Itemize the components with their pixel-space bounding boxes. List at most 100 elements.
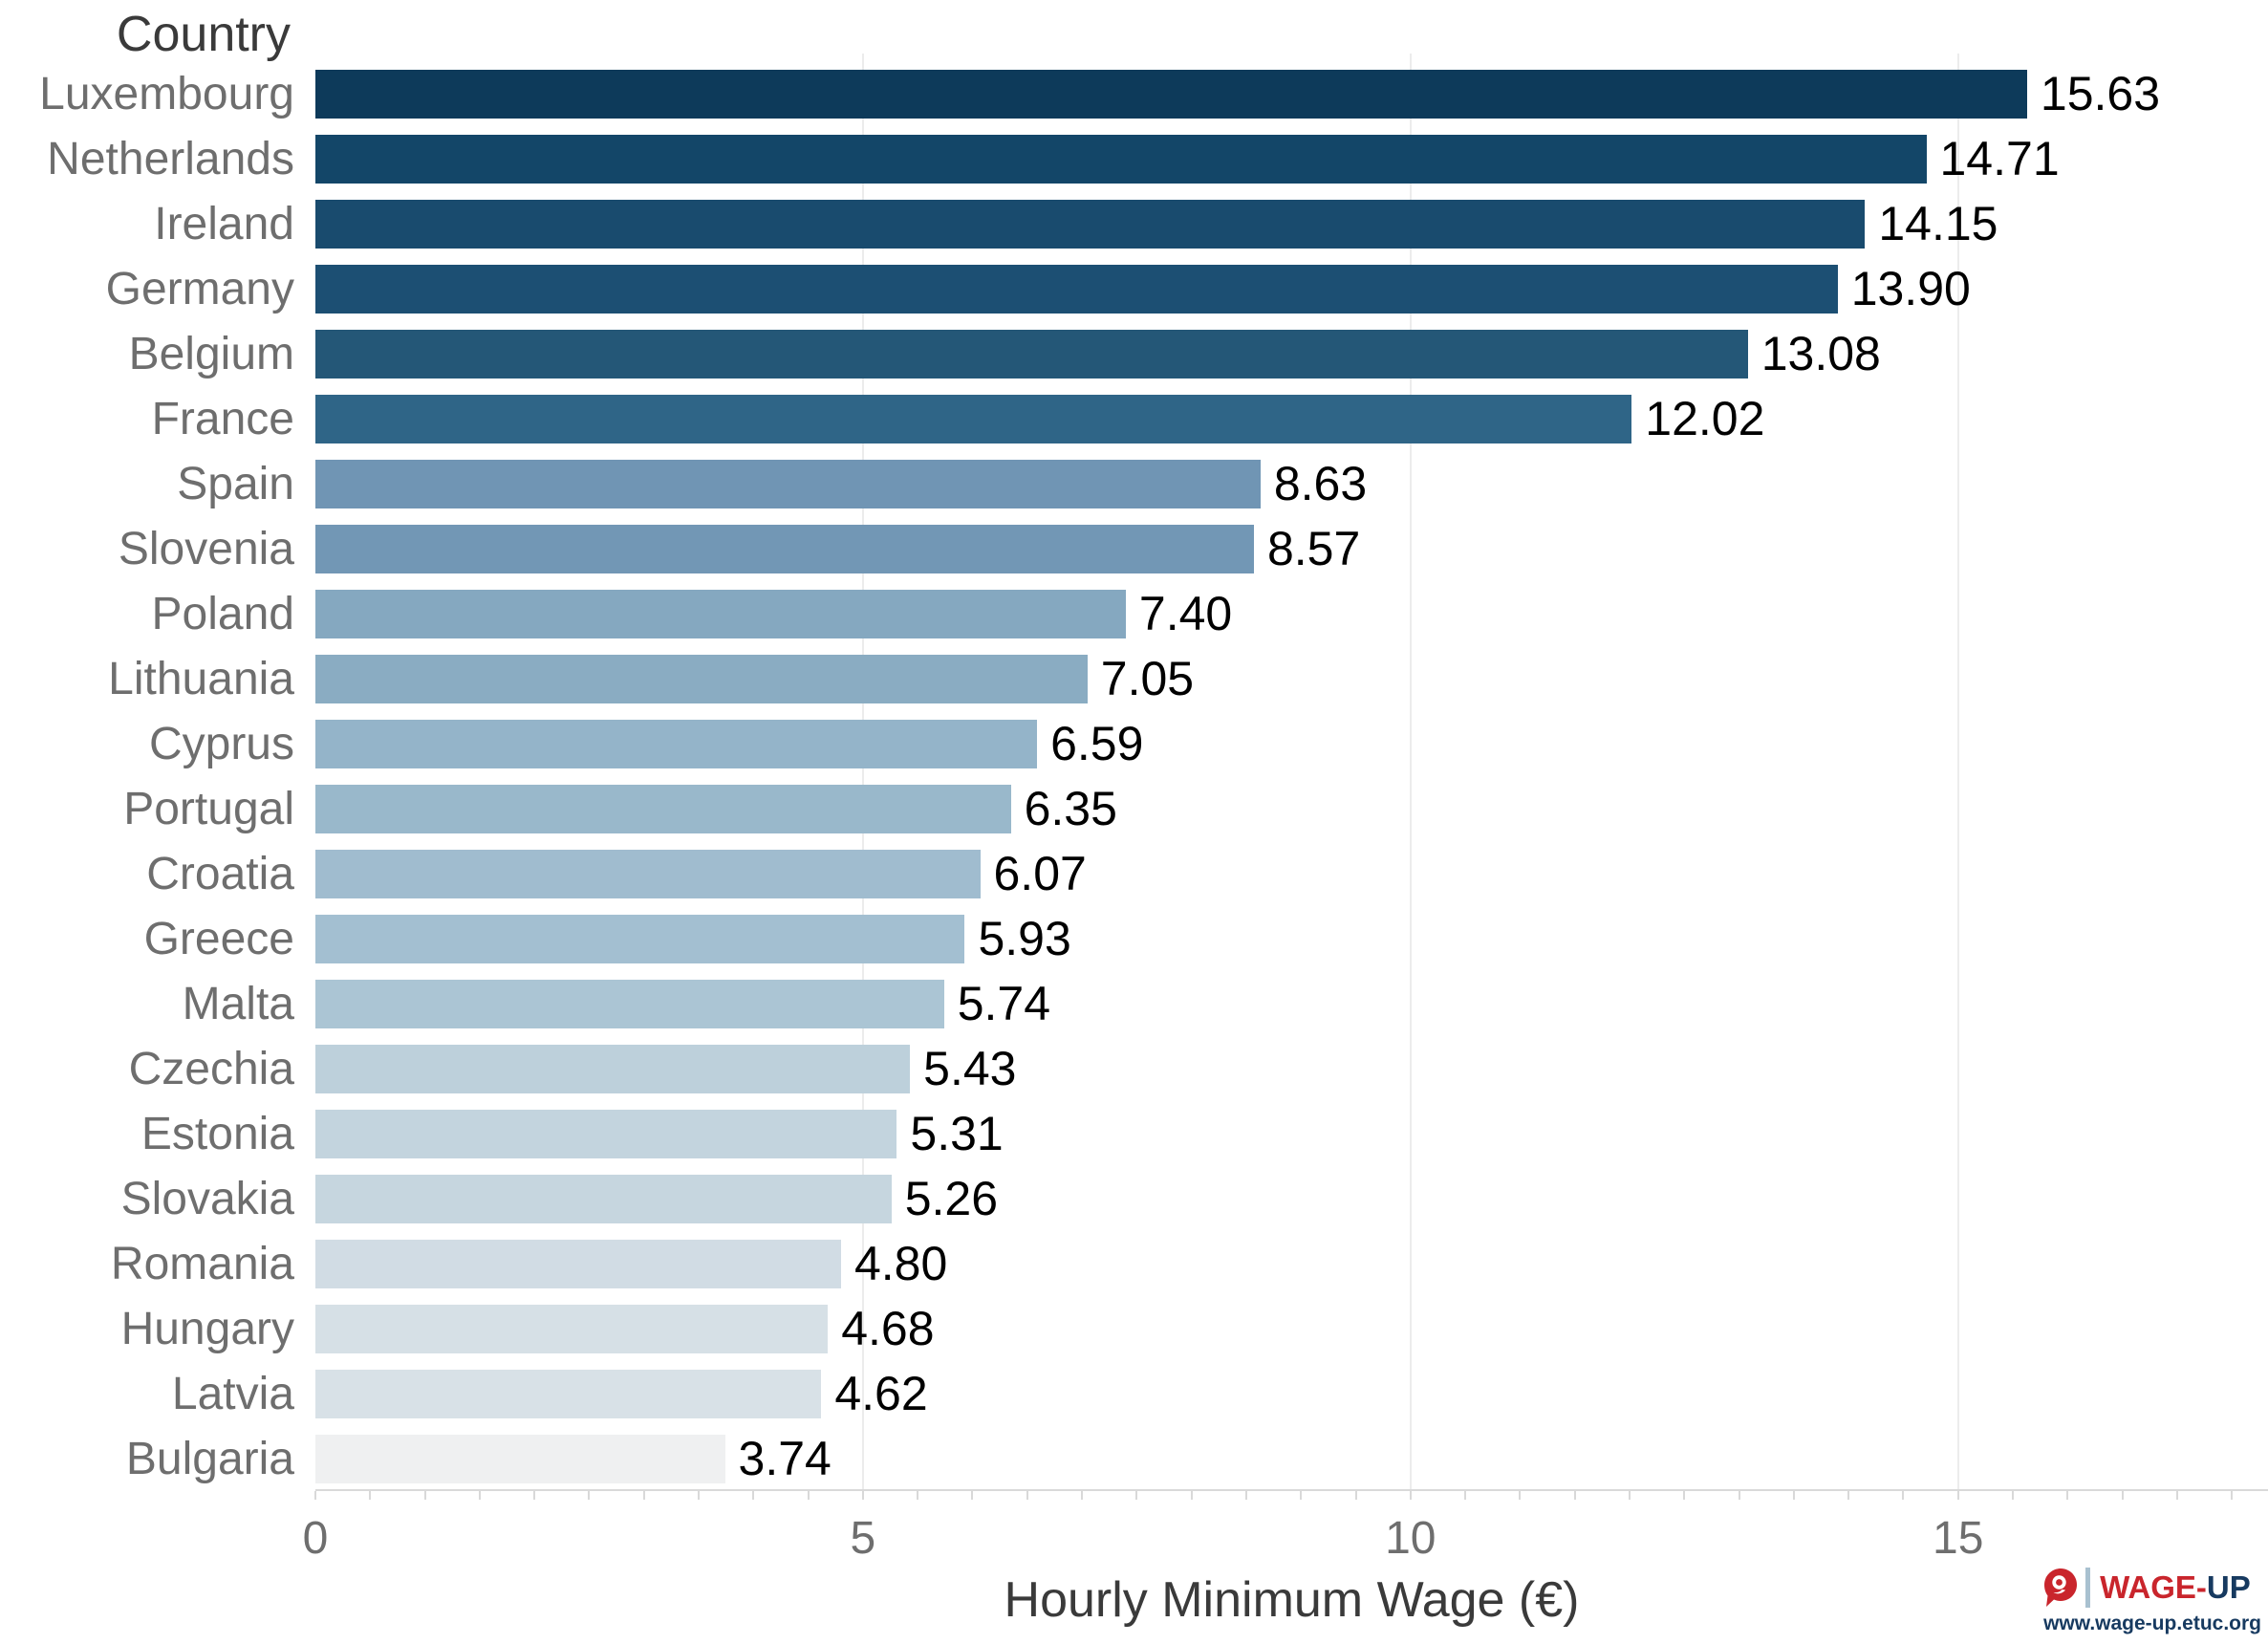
category-label: Malta: [182, 978, 294, 1029]
bar: [315, 394, 1632, 443]
category-label: Spain: [177, 458, 294, 509]
bar: [315, 784, 1011, 833]
x-axis-minor-tick: [1573, 1491, 1576, 1500]
bar: [315, 329, 1748, 379]
bar-row-romania: Romania 4.80: [0, 1231, 2268, 1296]
x-axis-minor-tick: [314, 1491, 316, 1500]
bar-value-label: 8.57: [1266, 522, 1361, 575]
bar-row-belgium: Belgium 13.08: [0, 321, 2268, 386]
category-label: Bulgaria: [125, 1433, 294, 1484]
x-axis-minor-tick: [478, 1491, 481, 1500]
category-label: Belgium: [128, 328, 294, 379]
category-label: Romania: [110, 1238, 294, 1289]
bar: [315, 979, 944, 1028]
bar-track: 15.63: [315, 61, 2268, 126]
x-axis-minor-tick: [2175, 1491, 2178, 1500]
bar: [315, 654, 1088, 703]
x-axis-minor-tick: [971, 1491, 974, 1500]
bar-track: 6.59: [315, 711, 2268, 776]
bar-row-greece: Greece 5.93: [0, 906, 2268, 971]
bar-value-label: 7.05: [1100, 652, 1195, 705]
x-axis-minor-tick: [1628, 1491, 1631, 1500]
category-label: Croatia: [146, 848, 294, 899]
x-axis-line: [315, 1489, 2268, 1491]
bar-value-label: 12.02: [1645, 392, 1765, 445]
x-axis-minor-tick: [807, 1491, 810, 1500]
bar-row-poland: Poland 7.40: [0, 581, 2268, 646]
bar: [315, 1434, 725, 1483]
bar-row-spain: Spain 8.63: [0, 451, 2268, 516]
bar-value-label: 4.80: [853, 1237, 948, 1290]
category-label: Slovakia: [120, 1173, 294, 1224]
bar: [315, 524, 1254, 573]
bar: [315, 1369, 822, 1418]
logo-separator: [2085, 1568, 2091, 1608]
x-axis-minor-tick: [369, 1491, 372, 1500]
gridline-x-10: [1409, 54, 1412, 1489]
x-axis-minor-tick: [1738, 1491, 1740, 1500]
wage-up-url[interactable]: www.wage-up.etuc.org: [2043, 1612, 2261, 1634]
bar-track: 14.71: [315, 126, 2268, 191]
bar-value-label: 6.07: [993, 847, 1087, 900]
bar-value-label: 6.59: [1050, 717, 1144, 770]
bar-track: 5.93: [315, 906, 2268, 971]
category-label: Portugal: [123, 783, 294, 834]
bar: [315, 264, 1838, 314]
x-axis-minor-tick: [2121, 1491, 2124, 1500]
category-label: Cyprus: [148, 718, 294, 769]
x-axis-minor-tick: [423, 1491, 426, 1500]
bar-row-slovakia: Slovakia 5.26: [0, 1166, 2268, 1231]
bar-value-label: 7.40: [1138, 587, 1233, 640]
bar-value-label: 5.26: [904, 1172, 999, 1225]
x-axis-minor-tick: [1519, 1491, 1522, 1500]
bar-value-label: 14.15: [1878, 197, 1998, 250]
bar-track: 12.02: [315, 386, 2268, 451]
x-axis-title: Hourly Minimum Wage (€): [1004, 1572, 1580, 1628]
bar-value-label: 14.71: [1939, 132, 2060, 185]
x-axis-minor-tick: [1902, 1491, 1905, 1500]
bar-track: 4.68: [315, 1296, 2268, 1361]
category-label: Latvia: [171, 1368, 294, 1419]
bar-value-label: 15.63: [2040, 67, 2161, 120]
bar-track: 4.62: [315, 1361, 2268, 1426]
category-label: Greece: [143, 913, 294, 964]
x-axis-minor-tick: [1135, 1491, 1138, 1500]
category-label: Czechia: [128, 1043, 294, 1094]
bar-row-netherlands: Netherlands 14.71: [0, 126, 2268, 191]
bar-track: 4.80: [315, 1231, 2268, 1296]
bar-track: 5.26: [315, 1166, 2268, 1231]
bar-track: 3.74: [315, 1426, 2268, 1491]
bar-value-label: 4.68: [841, 1302, 935, 1355]
category-label: Poland: [151, 588, 294, 639]
category-label: Estonia: [140, 1108, 294, 1159]
category-label: Luxembourg: [39, 68, 294, 119]
x-axis-minor-tick: [1464, 1491, 1467, 1500]
bar: [315, 914, 965, 963]
bar-value-label: 5.43: [923, 1042, 1017, 1095]
wage-up-logo-row: WAGE-UP: [2043, 1568, 2261, 1608]
bar-row-malta: Malta 5.74: [0, 971, 2268, 1036]
bar-row-luxembourg: Luxembourg 15.63: [0, 61, 2268, 126]
bar: [315, 1304, 829, 1353]
category-label: France: [151, 393, 294, 444]
bar-value-label: 8.63: [1273, 457, 1368, 510]
x-axis-minor-tick: [917, 1491, 919, 1500]
bar-value-label: 5.93: [978, 912, 1071, 965]
bar-row-czechia: Czechia 5.43: [0, 1036, 2268, 1101]
bar-value-label: 13.08: [1760, 327, 1881, 380]
bar-value-label: 6.35: [1024, 782, 1117, 835]
wage-up-branding: WAGE-UP www.wage-up.etuc.org: [2043, 1568, 2261, 1635]
x-axis-minor-tick: [588, 1491, 591, 1500]
bar: [315, 134, 1927, 184]
bar: [315, 719, 1038, 768]
x-tick-label-10: 10: [1385, 1513, 1436, 1564]
bar: [315, 69, 2027, 119]
x-axis-minor-tick: [1354, 1491, 1357, 1500]
category-label: Hungary: [120, 1303, 294, 1354]
wage-up-logo-icon: [2043, 1568, 2078, 1608]
x-axis-minor-tick: [861, 1491, 864, 1500]
category-label: Slovenia: [118, 523, 294, 574]
bar-row-germany: Germany 13.90: [0, 256, 2268, 321]
bar-row-bulgaria: Bulgaria 3.74: [0, 1426, 2268, 1491]
